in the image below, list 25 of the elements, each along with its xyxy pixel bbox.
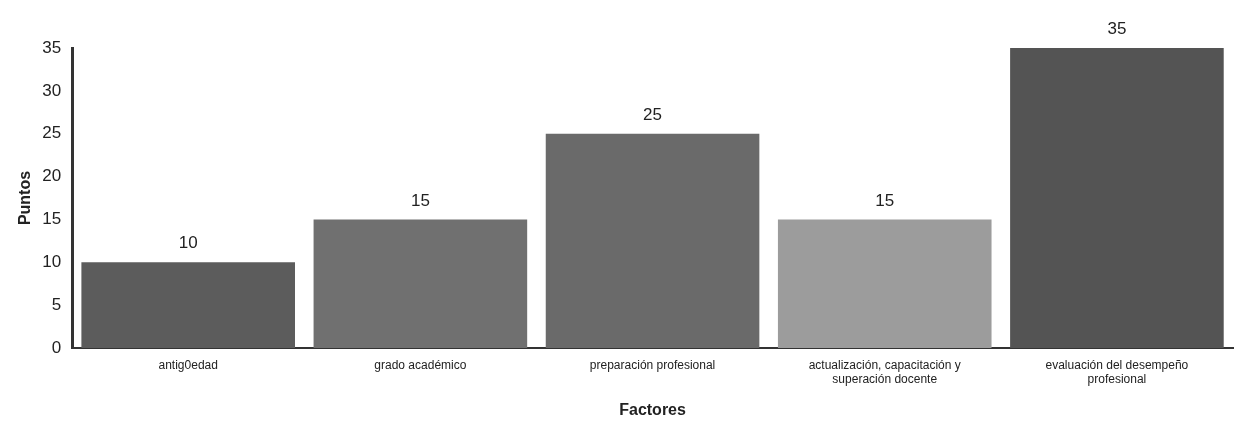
data-label: 10 xyxy=(178,233,198,253)
bar xyxy=(777,219,992,348)
x-tick-label: preparación profesional xyxy=(589,357,716,372)
bar xyxy=(545,133,760,348)
x-tick-label: evaluación del desempeño profesional xyxy=(1045,357,1189,386)
x-axis-title: Factores xyxy=(619,400,686,418)
y-tick-label: 20 xyxy=(42,166,62,186)
bar xyxy=(1010,48,1224,348)
x-tick-label: actualización, capacitación y superación docente xyxy=(808,357,961,386)
data-label: 35 xyxy=(1107,19,1127,39)
y-tick-label: 35 xyxy=(42,37,62,57)
y-tick-label: 30 xyxy=(42,80,62,100)
data-label: 15 xyxy=(875,190,895,210)
data-label: 25 xyxy=(643,104,663,124)
y-tick-label: 5 xyxy=(51,294,62,314)
x-tick-label: antig0edad xyxy=(158,357,218,372)
y-tick-label: 10 xyxy=(42,251,62,271)
data-label: 15 xyxy=(410,190,430,210)
bar xyxy=(81,262,295,348)
y-axis-title: Puntos xyxy=(16,170,34,226)
y-tick-label: 25 xyxy=(42,123,62,143)
y-tick-label: 15 xyxy=(42,209,62,229)
y-tick-label: 0 xyxy=(51,337,62,357)
x-tick-label: grado académico xyxy=(374,357,467,372)
bar xyxy=(313,219,528,348)
